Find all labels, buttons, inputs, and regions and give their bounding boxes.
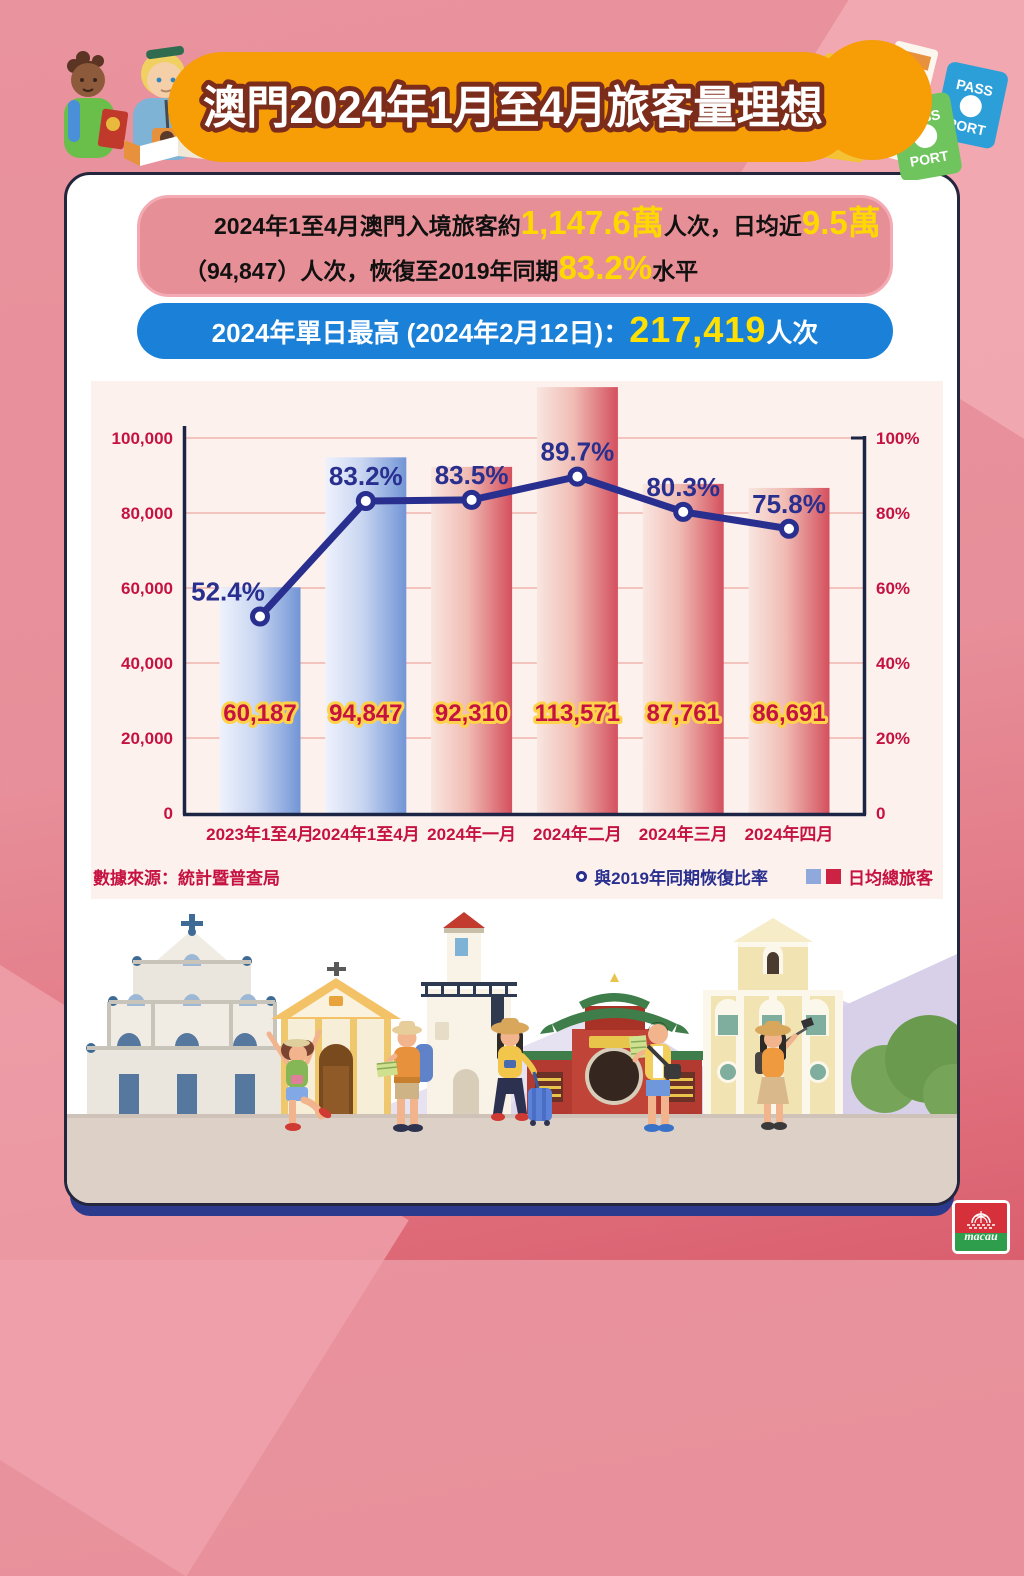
main-card: 2024年1至4月澳門入境旅客約 1,147.6萬 人次，日均近 9.5萬 （9… [64, 172, 960, 1206]
svg-text:2024年一月: 2024年一月 [427, 824, 516, 844]
macau-landmarks-illustration [67, 912, 957, 1203]
svg-text:20,000: 20,000 [121, 729, 173, 748]
svg-text:83.5%: 83.5% [435, 460, 509, 490]
legend-items: 與2019年同期恢復比率 日均總旅客 [576, 864, 933, 889]
visitors-combo-chart: 0 0 20,000 20% 40,000 40% 60,000 60% 80,000 80% 10… [112, 387, 919, 844]
svg-text:113,571: 113,571 [535, 700, 620, 727]
legend-bar-label: 日均總旅客 [848, 868, 933, 888]
svg-text:20%: 20% [876, 729, 910, 748]
svg-text:0: 0 [876, 804, 885, 823]
summary-highlight-daily: 9.5萬 [801, 204, 881, 242]
summary-text: （94,847）人次，恢復至2019年同期 [184, 258, 559, 284]
summary-highlight-recovery: 83.2% [558, 249, 653, 286]
summary-box: 2024年1至4月澳門入境旅客約 1,147.6萬 人次，日均近 9.5萬 （9… [137, 195, 893, 297]
legend-line-series: 與2019年同期恢復比率 [576, 864, 768, 889]
svg-text:60,187: 60,187 [223, 700, 296, 727]
svg-text:83.2%: 83.2% [329, 461, 403, 491]
svg-text:52.4%: 52.4% [191, 577, 265, 607]
summary-text: 水平 [652, 258, 699, 284]
line-marker-icon [576, 870, 588, 882]
summary-line-1: 2024年1至4月澳門入境旅客約 1,147.6萬 人次，日均近 9.5萬 [184, 201, 881, 246]
svg-text:2024年二月: 2024年二月 [533, 824, 622, 844]
tourist-with-passport [64, 51, 129, 158]
title-banner: 澳門2024年1月至4月旅客量理想 [168, 52, 858, 162]
data-source-label: 數據來源：統計暨普查局 [93, 868, 280, 888]
svg-text:100%: 100% [876, 429, 919, 448]
macau-tourism-logo: macau [952, 1200, 1010, 1254]
red-bar-swatch-icon [826, 868, 841, 884]
svg-text:94,847: 94,847 [329, 700, 402, 727]
chart-panel: 0 0 20,000 20% 40,000 40% 60,000 60% 80,000 80% 10… [91, 381, 943, 899]
legend-row: 數據來源：統計暨普查局 與2019年同期恢復比率 日均總旅客 [91, 859, 943, 893]
tourist-selfie-woman [755, 1017, 815, 1130]
blue-bar-swatch-icon [806, 868, 821, 884]
peak-day-unit: 人次 [766, 318, 819, 348]
peak-day-box: 2024年單日最高 (2024年2月12日)： 217,419 人次 [137, 303, 893, 359]
ground-edge [67, 1114, 957, 1118]
svg-text:86,691: 86,691 [752, 700, 825, 727]
svg-text:0: 0 [164, 804, 173, 823]
svg-text:100,000: 100,000 [112, 429, 173, 448]
summary-line-2: （94,847）人次，恢復至2019年同期 83.2% 水平 [184, 246, 870, 291]
svg-text:60,000: 60,000 [121, 579, 173, 598]
svg-text:40,000: 40,000 [121, 654, 173, 673]
svg-text:75.8%: 75.8% [752, 489, 826, 519]
svg-text:89.7%: 89.7% [541, 437, 615, 467]
ruins-of-st-pauls [86, 914, 298, 1114]
logo-green-field [955, 1232, 1007, 1251]
svg-text:80.3%: 80.3% [646, 472, 720, 502]
peak-day-label: 2024年單日最高 (2024年2月12日)： [211, 318, 630, 348]
legend-bar-series: 日均總旅客 [806, 864, 933, 889]
svg-text:87,761: 87,761 [646, 700, 719, 727]
ground [67, 1114, 957, 1203]
tourist-woman-suitcase [491, 1018, 552, 1126]
summary-highlight-total: 1,147.6萬 [520, 204, 664, 242]
svg-text:2023年1至4月: 2023年1至4月 [206, 824, 314, 844]
svg-text:40%: 40% [876, 654, 910, 673]
title-text-svg: 澳門2024年1月至4月旅客量理想 [198, 77, 828, 138]
svg-text:2024年三月: 2024年三月 [639, 824, 728, 844]
tourist-man-map [628, 1022, 681, 1132]
bushes [851, 1015, 957, 1124]
summary-text: 2024年1至4月澳門入境旅客約 [214, 213, 521, 240]
logo-facade-icon [967, 1211, 995, 1229]
logo-wordmark: macau [964, 1229, 998, 1243]
page-title: 澳門2024年1月至4月旅客量理想 [203, 82, 823, 133]
svg-text:2024年四月: 2024年四月 [745, 824, 834, 844]
svg-text:80,000: 80,000 [121, 504, 173, 523]
peak-day-value: 217,419 [629, 309, 767, 350]
summary-text: 人次，日均近 [663, 213, 802, 240]
svg-text:92,310: 92,310 [435, 700, 508, 727]
legend-line-label: 與2019年同期恢復比率 [594, 868, 768, 888]
svg-text:80%: 80% [876, 504, 910, 523]
svg-text:2024年1至4月: 2024年1至4月 [312, 824, 420, 844]
svg-text:60%: 60% [876, 579, 910, 598]
